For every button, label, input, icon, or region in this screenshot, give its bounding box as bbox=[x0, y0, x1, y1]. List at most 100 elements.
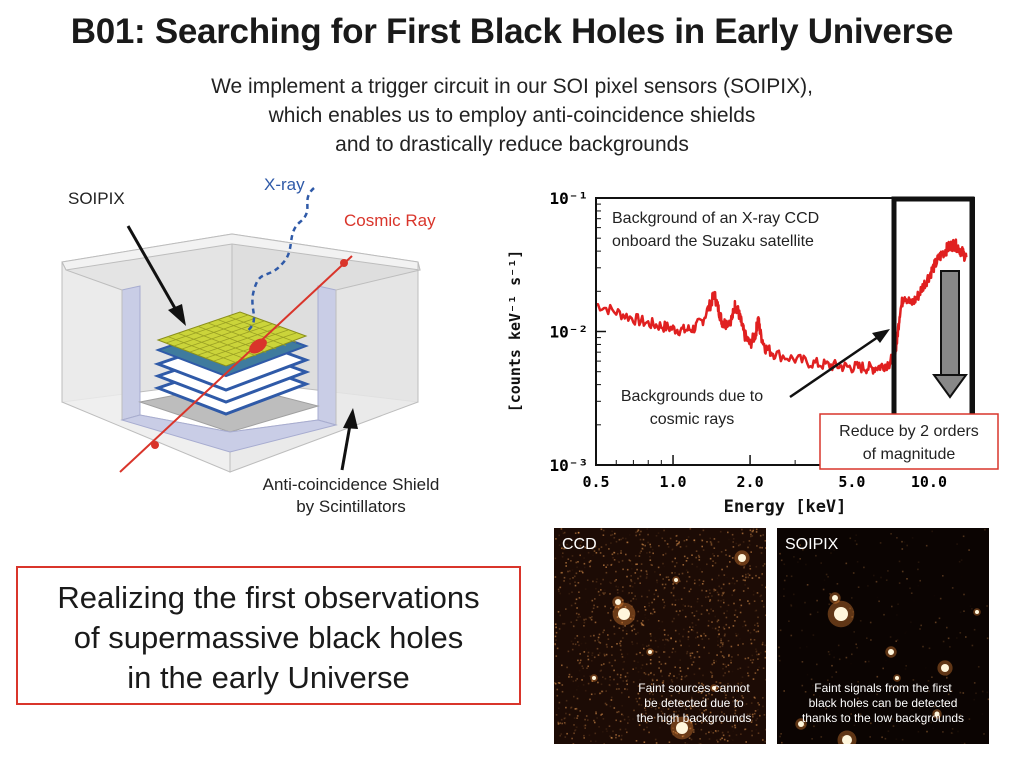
noise-pixel bbox=[674, 650, 677, 653]
noise-pixel bbox=[592, 607, 595, 610]
noise-pixel bbox=[816, 599, 818, 602]
noise-pixel bbox=[626, 683, 628, 686]
noise-pixel bbox=[577, 616, 579, 619]
noise-pixel bbox=[762, 534, 764, 536]
noise-pixel bbox=[977, 666, 980, 668]
noise-pixel bbox=[671, 651, 674, 654]
noise-pixel bbox=[667, 546, 670, 548]
noise-pixel bbox=[917, 568, 919, 571]
noise-pixel bbox=[628, 592, 630, 594]
noise-pixel bbox=[711, 694, 713, 696]
noise-pixel bbox=[820, 736, 823, 738]
noise-pixel bbox=[890, 533, 892, 535]
noise-pixel bbox=[622, 637, 624, 639]
noise-pixel bbox=[618, 688, 620, 690]
noise-pixel bbox=[566, 543, 568, 546]
noise-pixel bbox=[613, 707, 616, 709]
noise-pixel bbox=[717, 640, 719, 642]
noise-pixel bbox=[649, 559, 652, 561]
noise-pixel bbox=[598, 641, 600, 643]
noise-pixel bbox=[690, 588, 692, 590]
noise-pixel bbox=[637, 661, 639, 663]
noise-pixel bbox=[683, 705, 686, 707]
noise-pixel bbox=[648, 644, 650, 647]
noise-pixel bbox=[688, 737, 691, 739]
noise-pixel bbox=[757, 669, 759, 671]
noise-pixel bbox=[652, 693, 654, 696]
noise-pixel bbox=[621, 559, 624, 562]
noise-pixel bbox=[746, 716, 748, 719]
noise-pixel bbox=[700, 728, 703, 731]
noise-pixel bbox=[753, 629, 756, 631]
noise-pixel bbox=[958, 560, 961, 563]
noise-pixel bbox=[594, 598, 596, 600]
noise-pixel bbox=[563, 622, 566, 625]
source-point bbox=[676, 722, 688, 734]
noise-pixel bbox=[671, 560, 674, 563]
noise-pixel bbox=[718, 574, 720, 577]
noise-pixel bbox=[695, 686, 697, 688]
noise-pixel bbox=[905, 631, 907, 633]
noise-pixel bbox=[825, 707, 827, 710]
noise-pixel bbox=[765, 614, 766, 617]
noise-pixel bbox=[737, 644, 739, 646]
noise-pixel bbox=[779, 552, 781, 555]
noise-pixel bbox=[702, 549, 705, 551]
caption-line: black holes can be detected bbox=[808, 696, 958, 710]
noise-pixel bbox=[579, 661, 581, 664]
noise-pixel bbox=[671, 603, 674, 606]
noise-pixel bbox=[654, 650, 657, 653]
noise-pixel bbox=[600, 683, 603, 686]
noise-pixel bbox=[705, 694, 707, 697]
noise-pixel bbox=[685, 569, 688, 572]
noise-pixel bbox=[857, 681, 859, 683]
noise-pixel bbox=[677, 714, 679, 717]
noise-pixel bbox=[595, 712, 597, 715]
noise-pixel bbox=[591, 616, 593, 618]
noise-pixel bbox=[751, 654, 754, 657]
noise-pixel bbox=[780, 733, 782, 735]
noise-pixel bbox=[554, 635, 557, 638]
noise-pixel bbox=[696, 600, 699, 603]
noise-pixel bbox=[749, 565, 751, 567]
noise-pixel bbox=[701, 720, 704, 723]
noise-pixel bbox=[912, 679, 915, 681]
noise-pixel bbox=[606, 730, 608, 732]
noise-pixel bbox=[828, 653, 831, 656]
noise-pixel bbox=[799, 544, 801, 546]
noise-pixel bbox=[745, 703, 748, 705]
noise-pixel bbox=[750, 638, 752, 641]
noise-pixel bbox=[728, 582, 731, 585]
noise-pixel bbox=[736, 580, 738, 582]
noise-pixel bbox=[758, 653, 760, 656]
noise-pixel bbox=[670, 537, 672, 540]
noise-pixel bbox=[636, 530, 639, 533]
noise-pixel bbox=[702, 580, 705, 583]
noise-pixel bbox=[574, 581, 576, 583]
noise-pixel bbox=[631, 585, 634, 588]
noise-pixel bbox=[700, 538, 703, 541]
noise-pixel bbox=[682, 564, 685, 566]
soipix-image-panel: SOIPIX Faint signals from the first blac… bbox=[777, 528, 989, 744]
noise-pixel bbox=[764, 656, 766, 659]
noise-pixel bbox=[652, 650, 654, 652]
noise-pixel bbox=[741, 676, 744, 678]
noise-pixel bbox=[750, 533, 752, 536]
noise-pixel bbox=[600, 589, 602, 591]
noise-pixel bbox=[641, 648, 643, 650]
noise-pixel bbox=[963, 742, 966, 744]
noise-pixel bbox=[701, 545, 703, 548]
noise-pixel bbox=[759, 577, 762, 579]
noise-pixel bbox=[657, 593, 659, 595]
noise-pixel bbox=[621, 713, 623, 716]
noise-pixel bbox=[965, 636, 967, 638]
noise-pixel bbox=[671, 680, 674, 683]
noise-pixel bbox=[687, 636, 690, 638]
noise-pixel bbox=[694, 542, 696, 544]
noise-pixel bbox=[735, 600, 737, 602]
noise-pixel bbox=[579, 554, 581, 557]
noise-pixel bbox=[693, 582, 696, 585]
noise-pixel bbox=[599, 642, 602, 644]
noise-pixel bbox=[867, 585, 869, 587]
noise-pixel bbox=[578, 570, 581, 572]
